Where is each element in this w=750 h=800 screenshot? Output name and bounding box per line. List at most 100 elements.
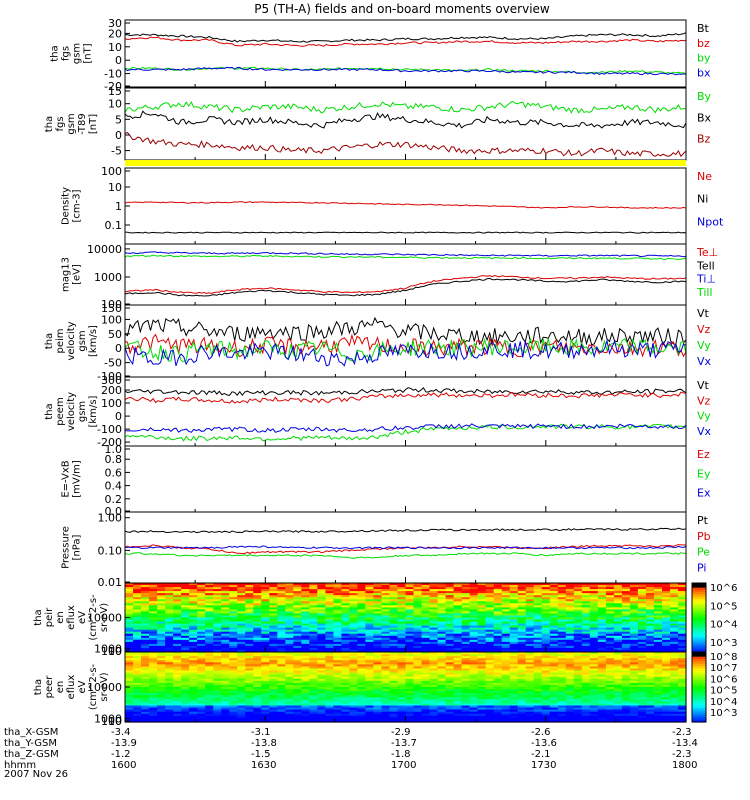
heatmap-cell [157,654,166,657]
heatmap-cell [501,695,511,698]
heatmap-cell [213,633,222,637]
heatmap-cell [293,631,302,635]
heatmap-cell [621,691,631,694]
heatmap-cell [381,652,391,655]
heatmap-cell [269,635,278,639]
heatmap-cell [501,645,511,649]
heatmap-cell [670,652,679,655]
heatmap-cell [597,660,607,663]
heatmap-cell [245,691,254,694]
heatmap-cell [517,623,527,627]
heatmap-cell [389,629,399,633]
heatmap-cell [581,629,591,633]
heatmap-cell [670,639,679,643]
heatmap-cell [621,680,631,684]
heatmap-cell [141,591,150,594]
heatmap-cell [149,639,158,643]
heatmap-cell [589,625,599,629]
heatmap-cell [557,666,567,670]
series-line-by [124,66,687,75]
heatmap-cell [589,647,599,651]
heatmap-cell [389,641,399,645]
heatmap-cell [357,699,366,703]
heatmap-cell [197,595,206,598]
heatmap-cell [629,635,639,639]
heatmap-cell [189,699,198,703]
heatmap-cell [165,587,174,590]
heatmap-cell [670,711,679,715]
heatmap-cell [637,591,647,594]
heatmap-cell [237,664,246,668]
heatmap-cell [181,603,190,606]
heatmap-cell [373,687,382,690]
heatmap-cell [229,633,238,637]
heatmap-cell [613,678,623,682]
heatmap-cell [461,697,471,700]
heatmap-cell [485,670,495,674]
heatmap-cell [469,713,479,717]
heatmap-cell [237,705,246,709]
heatmap-cell [205,613,214,616]
heatmap-cell [173,697,182,700]
heatmap-cell [237,623,246,627]
heatmap-cell [445,597,455,600]
heatmap-cell [373,637,382,641]
heatmap-cell [173,684,182,688]
heatmap-cell [229,715,238,719]
heatmap-cell [509,707,519,711]
heatmap-cell [525,645,535,649]
heatmap-cell [397,670,407,674]
heatmap-cell [445,591,455,594]
heatmap-cell [389,672,399,676]
heatmap-cell [405,674,415,678]
heatmap-cell [485,619,495,623]
heatmap-cell [309,680,318,684]
heatmap-cell [533,682,543,686]
heatmap-cell [509,609,519,612]
heatmap-cell [333,674,342,678]
heatmap-cell [213,597,222,600]
heatmap-cell [421,641,431,645]
heatmap-cell [477,627,487,631]
heatmap-cell [389,684,399,688]
heatmap-cell [197,652,206,655]
heatmap-cell [357,615,366,619]
heatmap-cell [565,633,575,637]
heatmap-cell [397,697,407,700]
heatmap-cell [653,589,663,592]
heatmap-cell [453,658,463,661]
heatmap-cell [213,689,222,692]
heatmap-cell [405,605,415,608]
heatmap-cell [213,615,222,619]
heatmap-cell [349,593,358,596]
heatmap-cell [493,593,503,596]
heatmap-cell [413,682,423,686]
heatmap-cell [357,701,366,705]
heatmap-cell [277,589,286,592]
heatmap-cell [341,633,350,637]
heatmap-cell [245,701,254,705]
heatmap-cell [678,633,687,637]
heatmap-cell [405,682,415,686]
heatmap-cell [637,619,647,623]
heatmap-cell [285,713,294,717]
heatmap-cell [477,589,487,592]
heatmap-cell [397,613,407,616]
heatmap-cell [181,664,190,668]
heatmap-cell [662,605,671,608]
heatmap-cell [253,654,262,657]
heatmap-cell [605,715,615,719]
heatmap-cell [541,709,551,713]
heatmap-cell [357,597,366,600]
heatmap-cell [349,639,358,643]
heatmap-cell [469,631,479,635]
heatmap-cell [373,641,382,645]
heatmap-cell [541,693,551,696]
heatmap-cell [429,695,439,698]
heatmap-cell [261,603,270,606]
heatmap-cell [413,621,423,625]
heatmap-cell [597,593,607,596]
heatmap-cell [365,670,374,674]
heatmap-cell [421,676,431,680]
heatmap-cell [662,666,671,670]
